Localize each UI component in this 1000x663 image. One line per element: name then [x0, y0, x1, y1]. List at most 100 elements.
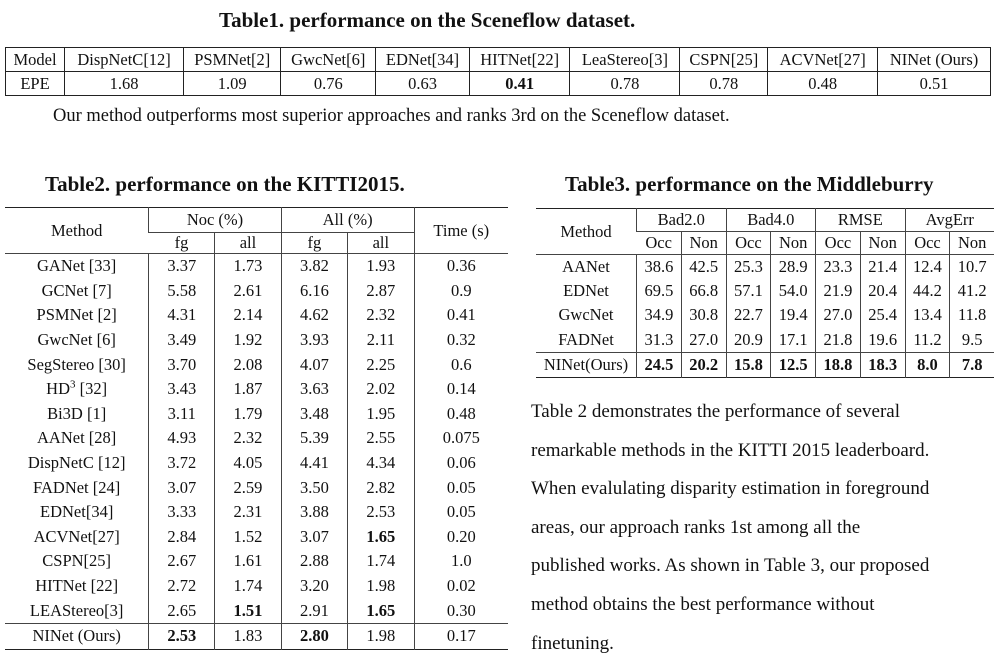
table-row: Bi3D [1] 3.11 1.79 3.48 1.95 0.48 — [5, 401, 508, 427]
value-cell: 21.9 — [815, 279, 861, 304]
value-cell-best: 8.0 — [904, 351, 950, 378]
header-cell: DispNetC[12] — [63, 47, 185, 72]
value-cell-best: 1.65 — [347, 524, 415, 550]
method-citation: [32] — [75, 379, 108, 399]
method-cell: SegStereo [30] — [27, 354, 126, 374]
header-cell: Model — [5, 47, 65, 72]
paragraph-line: finetuning. — [531, 632, 614, 654]
value-cell: 3.70 — [148, 352, 215, 377]
table-row: EPE 1.68 1.09 0.76 0.63 0.41 0.78 0.78 0… — [5, 71, 991, 96]
kitti-table: Method Noc (%) All (%) Time (s) fg all f… — [5, 207, 508, 650]
value-cell: 3.43 — [148, 376, 215, 402]
value-cell: 0.76 — [280, 71, 377, 96]
value-cell: 4.34 — [347, 450, 415, 476]
table-row: ACVNet[27] 2.84 1.52 3.07 1.65 0.20 — [5, 524, 508, 550]
value-cell-best: 1.65 — [347, 598, 415, 624]
value-cell: 1.74 — [214, 573, 282, 599]
value-cell: 4.05 — [214, 450, 282, 476]
header-cell: GwcNet[6] — [280, 47, 377, 72]
value-cell: 10.7 — [949, 254, 994, 280]
table-row: GANet [33] 3.37 1.73 3.82 1.93 0.36 — [5, 253, 508, 279]
header-cell: CSPN[25] — [679, 47, 769, 72]
header-cell: NINet (Ours) — [877, 47, 991, 72]
table-row: FADNet 31.3 27.0 20.9 17.1 21.8 19.6 11.2 9.5 — [536, 327, 994, 353]
value-cell: 19.4 — [770, 303, 816, 328]
value-cell: 12.4 — [904, 254, 950, 280]
value-cell: 1.79 — [214, 401, 282, 427]
value-cell: 11.8 — [949, 303, 994, 328]
value-cell: 0.48 — [767, 71, 879, 96]
method-cell: HD3 [32] — [5, 377, 149, 402]
value-cell: 30.8 — [680, 303, 727, 328]
value-cell: 1.68 — [63, 71, 185, 96]
header-noc: Noc (%) — [148, 207, 282, 233]
method-cell: LEAStereo[3] — [29, 600, 124, 620]
method-cell: NINet (Ours) — [5, 622, 149, 649]
value-cell: 1.61 — [214, 549, 282, 574]
value-cell: 3.63 — [280, 376, 348, 402]
subheader-occ: Occ — [636, 231, 682, 255]
table-subheader-row: Occ Non Occ Non Occ Non Occ Non — [536, 231, 994, 255]
table-row: GwcNet 34.9 30.8 22.7 19.4 27.0 25.4 13.4 11.8 — [536, 303, 994, 328]
header-method: Method — [536, 208, 637, 255]
row-label: EPE — [5, 71, 65, 96]
value-cell: 0.30 — [413, 598, 508, 624]
header-cell: ACVNet[27] — [767, 47, 879, 72]
value-cell: 3.49 — [148, 327, 215, 353]
method-cell: EDNet[34] — [40, 502, 114, 522]
value-cell: 1.09 — [183, 71, 282, 96]
value-cell: 0.32 — [413, 327, 508, 353]
subheader-all: all — [347, 232, 415, 254]
value-cell: 0.78 — [679, 71, 769, 96]
subheader-non: Non — [770, 231, 816, 255]
paragraph-line: areas, our approach ranks 1st among all … — [531, 516, 861, 538]
value-cell: 1.92 — [214, 327, 282, 353]
table-row: FADNet [24] 3.07 2.59 3.50 2.82 0.05 — [5, 475, 508, 500]
value-cell: 41.2 — [949, 279, 994, 304]
value-cell: 1.0 — [413, 549, 508, 574]
value-cell: 3.48 — [280, 401, 348, 427]
method-cell: FADNet [24] — [33, 477, 121, 497]
value-cell: 2.67 — [148, 549, 215, 574]
value-cell: 3.33 — [148, 499, 215, 525]
header-group: RMSE — [815, 208, 906, 232]
method-superscript: 3 — [70, 378, 76, 391]
value-cell-best: 20.2 — [680, 351, 727, 378]
value-cell: 2.02 — [347, 376, 415, 402]
value-cell: 0.6 — [413, 352, 508, 377]
value-cell-best: 2.53 — [148, 622, 215, 649]
value-cell: 28.9 — [770, 254, 816, 280]
value-cell: 1.93 — [347, 253, 415, 279]
table-row: SegStereo [30] 3.70 2.08 4.07 2.25 0.6 — [5, 352, 508, 377]
value-cell: 3.72 — [148, 450, 215, 476]
method-cell: AANet — [562, 257, 610, 277]
value-cell: 13.4 — [904, 303, 950, 328]
table1-caption: Our method outperforms most superior app… — [53, 106, 730, 126]
value-cell: 3.93 — [280, 327, 348, 353]
table-row: NINet(Ours) 24.5 20.2 15.8 12.5 18.8 18.3 8.0 7.… — [536, 351, 994, 378]
method-cell: GwcNet [6] — [37, 330, 116, 350]
value-cell: 3.37 — [148, 253, 215, 279]
table-row: EDNet[34] 3.33 2.31 3.88 2.53 0.05 — [5, 499, 508, 525]
header-cell: PSMNet[2] — [183, 47, 282, 72]
header-cell: LeaStereo[3] — [569, 47, 681, 72]
paragraph-line: method obtains the best performance with… — [531, 593, 875, 615]
value-cell: 2.32 — [214, 426, 282, 451]
value-cell: 0.20 — [413, 524, 508, 550]
method-name: HD — [46, 379, 71, 399]
value-cell: 34.9 — [636, 303, 682, 328]
subheader-occ: Occ — [815, 231, 861, 255]
table-row: GwcNet [6] 3.49 1.92 3.93 2.11 0.32 — [5, 327, 508, 353]
results-paragraph: Table 2 demonstrates the performance of … — [531, 393, 1000, 663]
value-cell-best: 12.5 — [770, 351, 816, 378]
method-cell: EDNet — [563, 281, 609, 301]
value-cell: 2.14 — [214, 303, 282, 328]
value-cell-best: 0.41 — [468, 71, 571, 96]
value-cell: 3.88 — [280, 499, 348, 525]
value-cell: 4.07 — [280, 352, 348, 377]
value-cell: 0.14 — [413, 376, 508, 402]
value-cell: 2.59 — [214, 475, 282, 500]
value-cell-best: 1.51 — [214, 598, 282, 624]
method-cell: Bi3D [1] — [47, 403, 107, 423]
header-group: Bad4.0 — [725, 208, 816, 232]
